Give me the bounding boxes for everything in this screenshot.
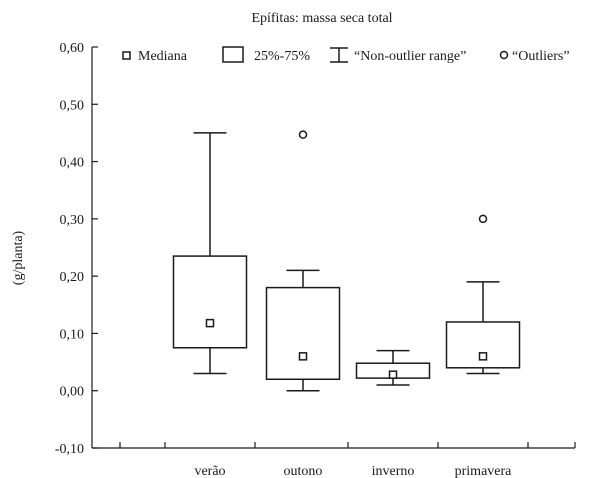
legend-label-outliers: “Outliers”: [512, 49, 570, 64]
x-tick-label-inverno: inverno: [372, 464, 415, 478]
y-tick-label: 0,30: [60, 213, 85, 228]
median-marker: [298, 352, 308, 361]
outlier-point: [478, 214, 488, 224]
legend-outlier-circle-icon: [499, 50, 509, 60]
box-primavera: [445, 214, 521, 375]
box-outono: [265, 130, 341, 392]
median-marker: [205, 318, 215, 328]
legend-label-whisker: “Non-outlier range”: [354, 49, 466, 64]
y-tick-label: 0,60: [60, 41, 85, 56]
x-tick-label-verão: verão: [194, 464, 225, 478]
axes: -0,10 0,00 0,10 0,20 0,30 0,40 0,50 0,60 verão ou…: [55, 41, 576, 478]
y-tick-label: 0,50: [60, 98, 85, 113]
iqr-box: [172, 255, 248, 349]
median-marker: [478, 352, 488, 361]
x-tick-label-primavera: primavera: [455, 464, 513, 478]
iqr-box: [445, 321, 521, 369]
box-inverno: [355, 349, 431, 386]
y-tick-label: 0,10: [60, 327, 85, 342]
chart-title: Epífitas: massa seca total: [251, 11, 392, 26]
legend: Mediana 25%-75% “Non-outlier range” “Out…: [122, 46, 570, 64]
legend-box-icon: [222, 46, 244, 63]
y-tick-label: 0,00: [60, 385, 85, 400]
legend-whisker-icon: [330, 47, 348, 63]
iqr-box: [265, 286, 341, 381]
y-tick-label: 0,20: [60, 270, 85, 285]
y-tick-label: 0,40: [60, 156, 85, 171]
median-marker: [388, 370, 398, 379]
y-axis-label: (g/planta): [11, 230, 26, 285]
legend-label-box: 25%-75%: [254, 49, 310, 64]
legend-median-square-icon: [122, 51, 131, 60]
y-tick-label: -0,10: [55, 442, 84, 457]
outlier-point: [298, 130, 308, 139]
plot-area: [172, 130, 521, 392]
legend-label-median: Mediana: [138, 49, 188, 64]
box-verão: [172, 132, 248, 375]
x-tick-label-outono: outono: [284, 464, 323, 478]
